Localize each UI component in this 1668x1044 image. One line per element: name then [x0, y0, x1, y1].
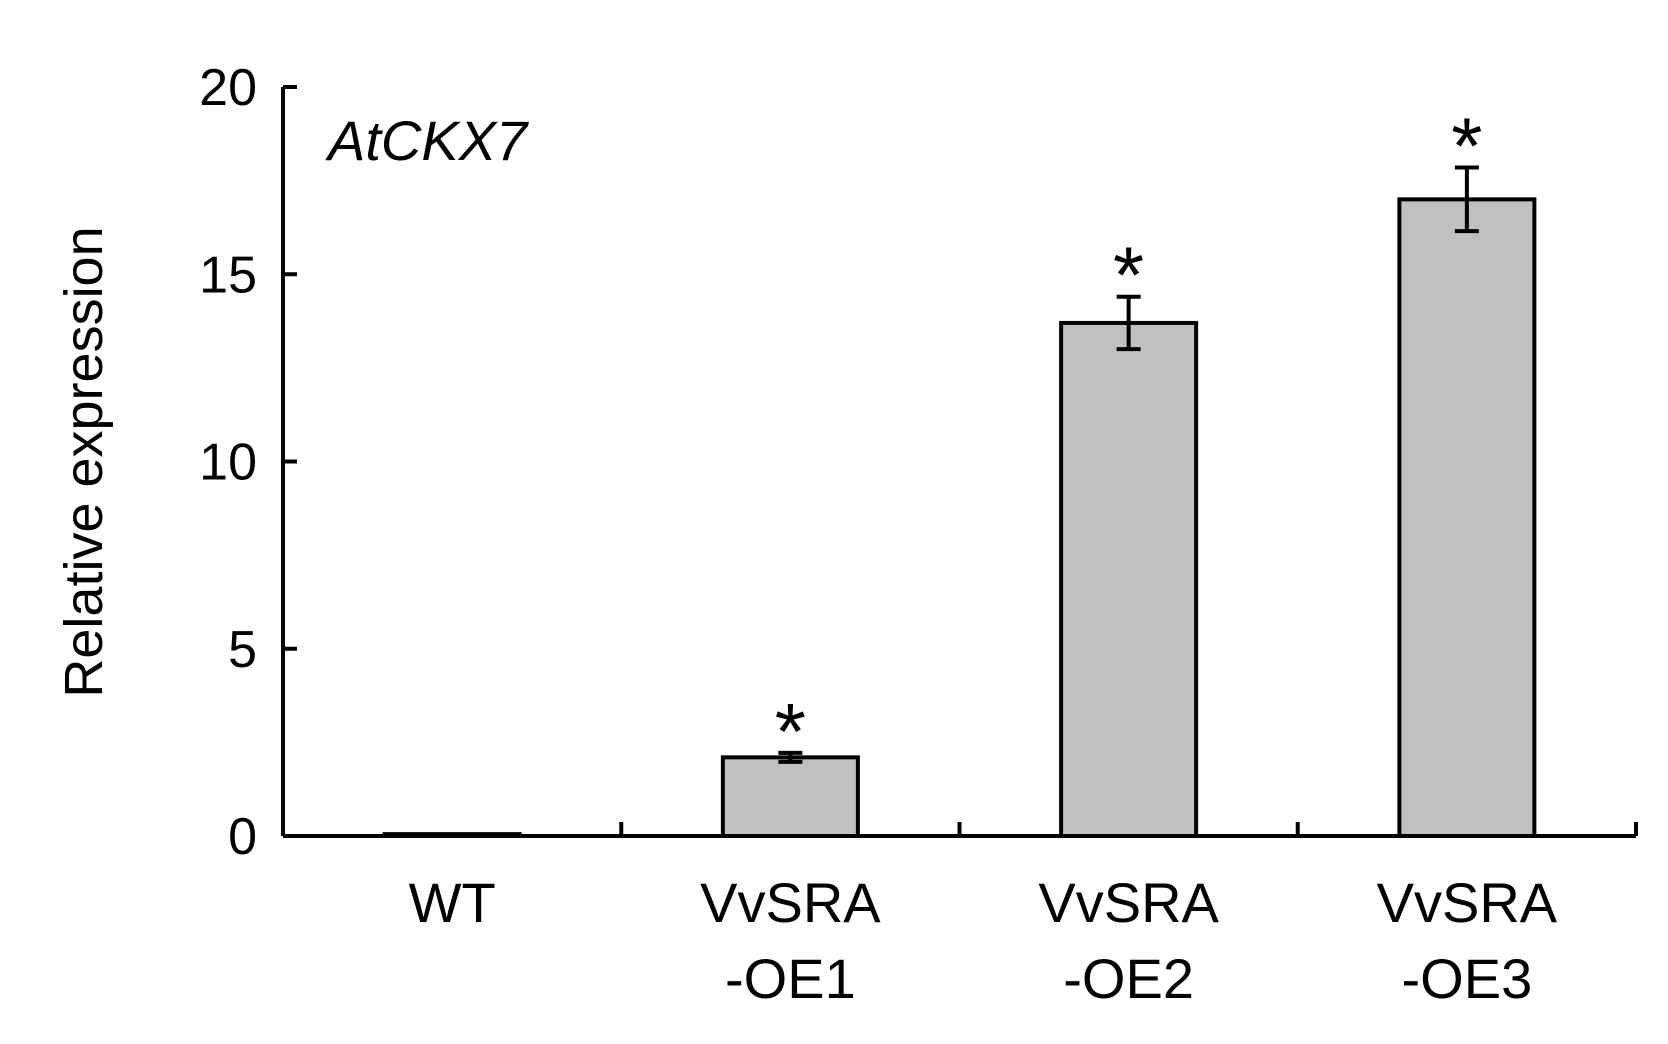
category-labels: WT VvSRA -OE1 VvSRA -OE2 VvSRA -OE3 — [409, 871, 1558, 1010]
significance-marker: * — [775, 687, 806, 776]
y-tick-label: 5 — [228, 621, 257, 679]
chart-title: AtCKX7 — [325, 109, 529, 172]
bars: * * * — [382, 102, 1537, 839]
bar — [1397, 197, 1537, 839]
x-tick-label: VvSRA — [700, 871, 881, 934]
y-tick-label: 0 — [228, 808, 257, 866]
y-tick-label: 10 — [199, 434, 257, 492]
bar — [1059, 320, 1199, 838]
x-tick-label-line2: -OE1 — [725, 947, 856, 1010]
x-tick-label: VvSRA — [1038, 871, 1219, 934]
y-tick-label: 20 — [199, 59, 257, 117]
significance-marker: * — [1451, 102, 1482, 191]
bar — [720, 755, 860, 838]
significance-marker: * — [1113, 231, 1144, 320]
x-tick-label: WT — [409, 871, 496, 934]
x-tick-label: VvSRA — [1377, 871, 1558, 934]
x-tick-label-line2: -OE2 — [1063, 947, 1194, 1010]
x-tick-label-line2: -OE3 — [1402, 947, 1533, 1010]
y-tick-label: 15 — [199, 246, 257, 304]
bar — [382, 832, 522, 839]
y-axis-label: Relative expression — [54, 226, 114, 697]
